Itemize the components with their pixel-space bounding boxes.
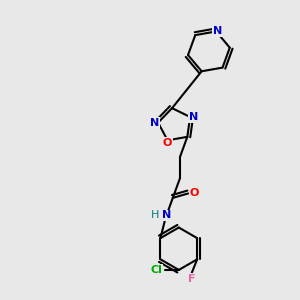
- Text: N: N: [150, 118, 159, 128]
- Text: Cl: Cl: [151, 265, 162, 275]
- Text: O: O: [163, 138, 172, 148]
- Text: N: N: [189, 112, 198, 122]
- Text: O: O: [190, 188, 199, 199]
- Text: N: N: [213, 26, 222, 36]
- Text: F: F: [188, 274, 196, 284]
- Text: H: H: [151, 210, 159, 220]
- Text: N: N: [162, 210, 172, 220]
